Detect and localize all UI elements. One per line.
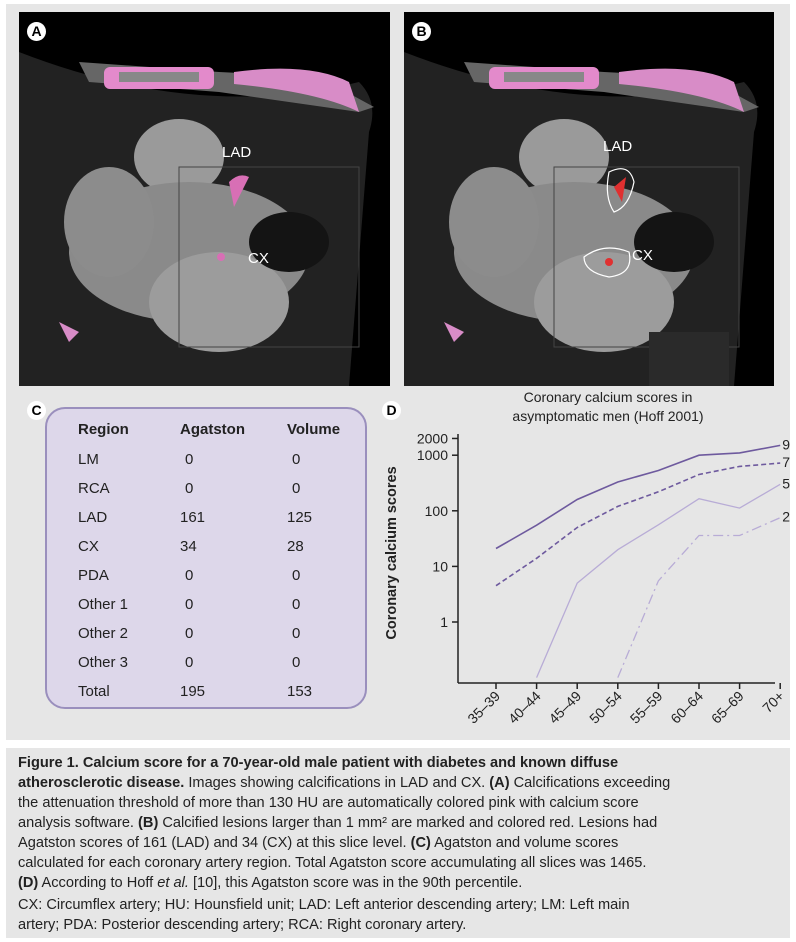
caption-tag-b: (B) [138, 815, 159, 831]
caption-title-end: atherosclerotic disease. [18, 775, 185, 791]
caption-italic: et al. [157, 875, 189, 891]
table-cell-volume: 0 [292, 654, 301, 671]
caption-text: Calcifications exceeding [509, 775, 671, 791]
y-tick-label: 1000 [417, 447, 448, 463]
series-label: 25% [782, 509, 790, 525]
series-line [536, 483, 781, 678]
label-cx-b: CX [632, 247, 653, 264]
ct-image-a: A LAD CX [19, 12, 390, 386]
table-cell-region: Other 1 [78, 596, 129, 613]
x-tick-label: 65–69 [708, 688, 747, 727]
series-line [495, 462, 781, 587]
x-tick-label: 40–44 [505, 688, 544, 727]
table-cell-agatston: 34 [180, 538, 197, 555]
table-cell-volume: 28 [287, 538, 304, 555]
y-tick-label: 100 [425, 503, 449, 519]
table-cell-region: RCA [78, 480, 110, 497]
caption-abbreviations: artery; PDA: Posterior descending artery… [18, 917, 467, 933]
table-cell-volume: 153 [287, 683, 313, 700]
y-tick-label: 1 [440, 614, 448, 630]
x-tick-label: 60–64 [667, 688, 706, 727]
percentile-chart: Coronary calcium scores in asymptomatic … [384, 389, 790, 727]
label-cx-a: CX [248, 250, 269, 267]
ct-scan-a-drawing [19, 12, 390, 386]
caption-text: analysis software. [18, 815, 139, 831]
caption-title: Figure 1. Calcium score for a 70-year-ol… [18, 755, 619, 771]
caption-text: Images showing calcifications in LAD and… [184, 775, 490, 791]
table-cell-volume: 0 [292, 625, 301, 642]
caption-text: According to Hoff [38, 875, 158, 891]
table-cell-region: Other 3 [78, 654, 129, 671]
chart-title-line2: asymptomatic men (Hoff 2001) [512, 408, 703, 424]
table-cell-agatston: 195 [180, 683, 206, 700]
caption-text: Agatston and volume scores [430, 835, 619, 851]
table-cell-region: PDA [78, 567, 109, 584]
y-tick-label: 2000 [417, 430, 448, 446]
series-line [495, 444, 781, 550]
table-cell-agatston: 0 [185, 625, 194, 642]
table-cell-agatston: 0 [185, 567, 194, 584]
ct-scan-b-drawing [404, 12, 774, 386]
panel-letter-d: D [382, 401, 401, 420]
label-lad-a: LAD [222, 144, 252, 161]
series-label: 90% [782, 436, 790, 452]
table-cell-agatston: 0 [185, 654, 194, 671]
label-lad-b: LAD [603, 138, 633, 155]
caption-text: Agatston scores of 161 (LAD) and 34 (CX)… [18, 835, 411, 851]
x-tick-label: 70+ [759, 688, 787, 716]
panel-letter-b: B [412, 22, 431, 41]
table-cell-region: LAD [78, 509, 108, 526]
table-cell-region: CX [78, 538, 99, 555]
x-tick-label: 35–39 [464, 688, 503, 727]
caption-abbreviations: CX: Circumflex artery; HU: Hounsfield un… [18, 897, 630, 913]
ct-image-b: B LAD CX [404, 12, 774, 386]
caption-text: the attenuation threshold of more than 1… [18, 795, 639, 811]
panel-letter-c: C [27, 401, 46, 420]
caption-text: Calcified lesions larger than 1 mm² are … [158, 815, 658, 831]
table-cell-agatston: 161 [180, 509, 206, 526]
x-tick-label: 55–59 [627, 688, 666, 727]
caption-text: calculated for each coronary artery regi… [18, 855, 647, 871]
table-cell-region: Total [78, 683, 110, 700]
table-cell-volume: 125 [287, 509, 313, 526]
x-tick-label: 45–49 [545, 688, 584, 727]
table-cell-volume: 0 [292, 480, 301, 497]
caption-tag-a: (A) [489, 775, 510, 791]
table-cell-region: LM [78, 451, 99, 468]
y-tick-label: 10 [432, 558, 448, 574]
table-cell-agatston: 0 [185, 596, 194, 613]
caption-tag-c: (C) [410, 835, 431, 851]
table-cell-region: Other 2 [78, 625, 129, 642]
caption-text: [10], this Agatston score was in the 90t… [188, 875, 523, 891]
table-cell-volume: 0 [292, 451, 301, 468]
table-header-region: Region [78, 421, 129, 438]
score-table: Region Agatston Volume LM 0 0 RCA 0 0 LA… [45, 407, 367, 709]
series-line [617, 517, 781, 678]
table-cell-volume: 0 [292, 567, 301, 584]
panel-letter-a: A [27, 22, 46, 41]
series-label: 50% [782, 475, 790, 491]
chart-title-line1: Coronary calcium scores in [524, 389, 693, 405]
x-tick-label: 50–54 [586, 688, 625, 727]
caption-tag-d: (D) [18, 875, 39, 891]
table-header-agatston: Agatston [180, 421, 245, 438]
table-header-volume: Volume [287, 421, 341, 438]
table-cell-volume: 0 [292, 596, 301, 613]
figure-caption: Figure 1. Calcium score for a 70-year-ol… [6, 748, 790, 938]
series-label: 75% [782, 454, 790, 470]
table-cell-agatston: 0 [185, 480, 194, 497]
table-cell-agatston: 0 [185, 451, 194, 468]
y-axis-label: Coronary calcium scores [384, 466, 400, 639]
